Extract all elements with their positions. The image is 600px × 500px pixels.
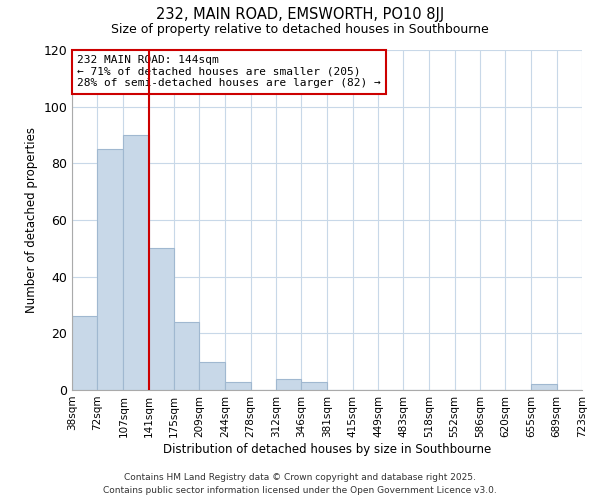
Bar: [174, 322, 199, 390]
Text: Contains HM Land Registry data © Crown copyright and database right 2025.
Contai: Contains HM Land Registry data © Crown c…: [103, 474, 497, 495]
Bar: [301, 382, 328, 390]
Bar: [532, 384, 557, 390]
X-axis label: Distribution of detached houses by size in Southbourne: Distribution of detached houses by size …: [163, 442, 491, 456]
Text: 232, MAIN ROAD, EMSWORTH, PO10 8JJ: 232, MAIN ROAD, EMSWORTH, PO10 8JJ: [156, 8, 444, 22]
Bar: [72, 316, 97, 390]
Bar: [124, 135, 149, 390]
Bar: [276, 378, 301, 390]
Bar: [149, 248, 174, 390]
Text: Size of property relative to detached houses in Southbourne: Size of property relative to detached ho…: [111, 22, 489, 36]
Text: 232 MAIN ROAD: 144sqm
← 71% of detached houses are smaller (205)
28% of semi-det: 232 MAIN ROAD: 144sqm ← 71% of detached …: [77, 55, 381, 88]
Bar: [226, 382, 251, 390]
Y-axis label: Number of detached properties: Number of detached properties: [25, 127, 38, 313]
Bar: [199, 362, 226, 390]
Bar: [97, 149, 124, 390]
